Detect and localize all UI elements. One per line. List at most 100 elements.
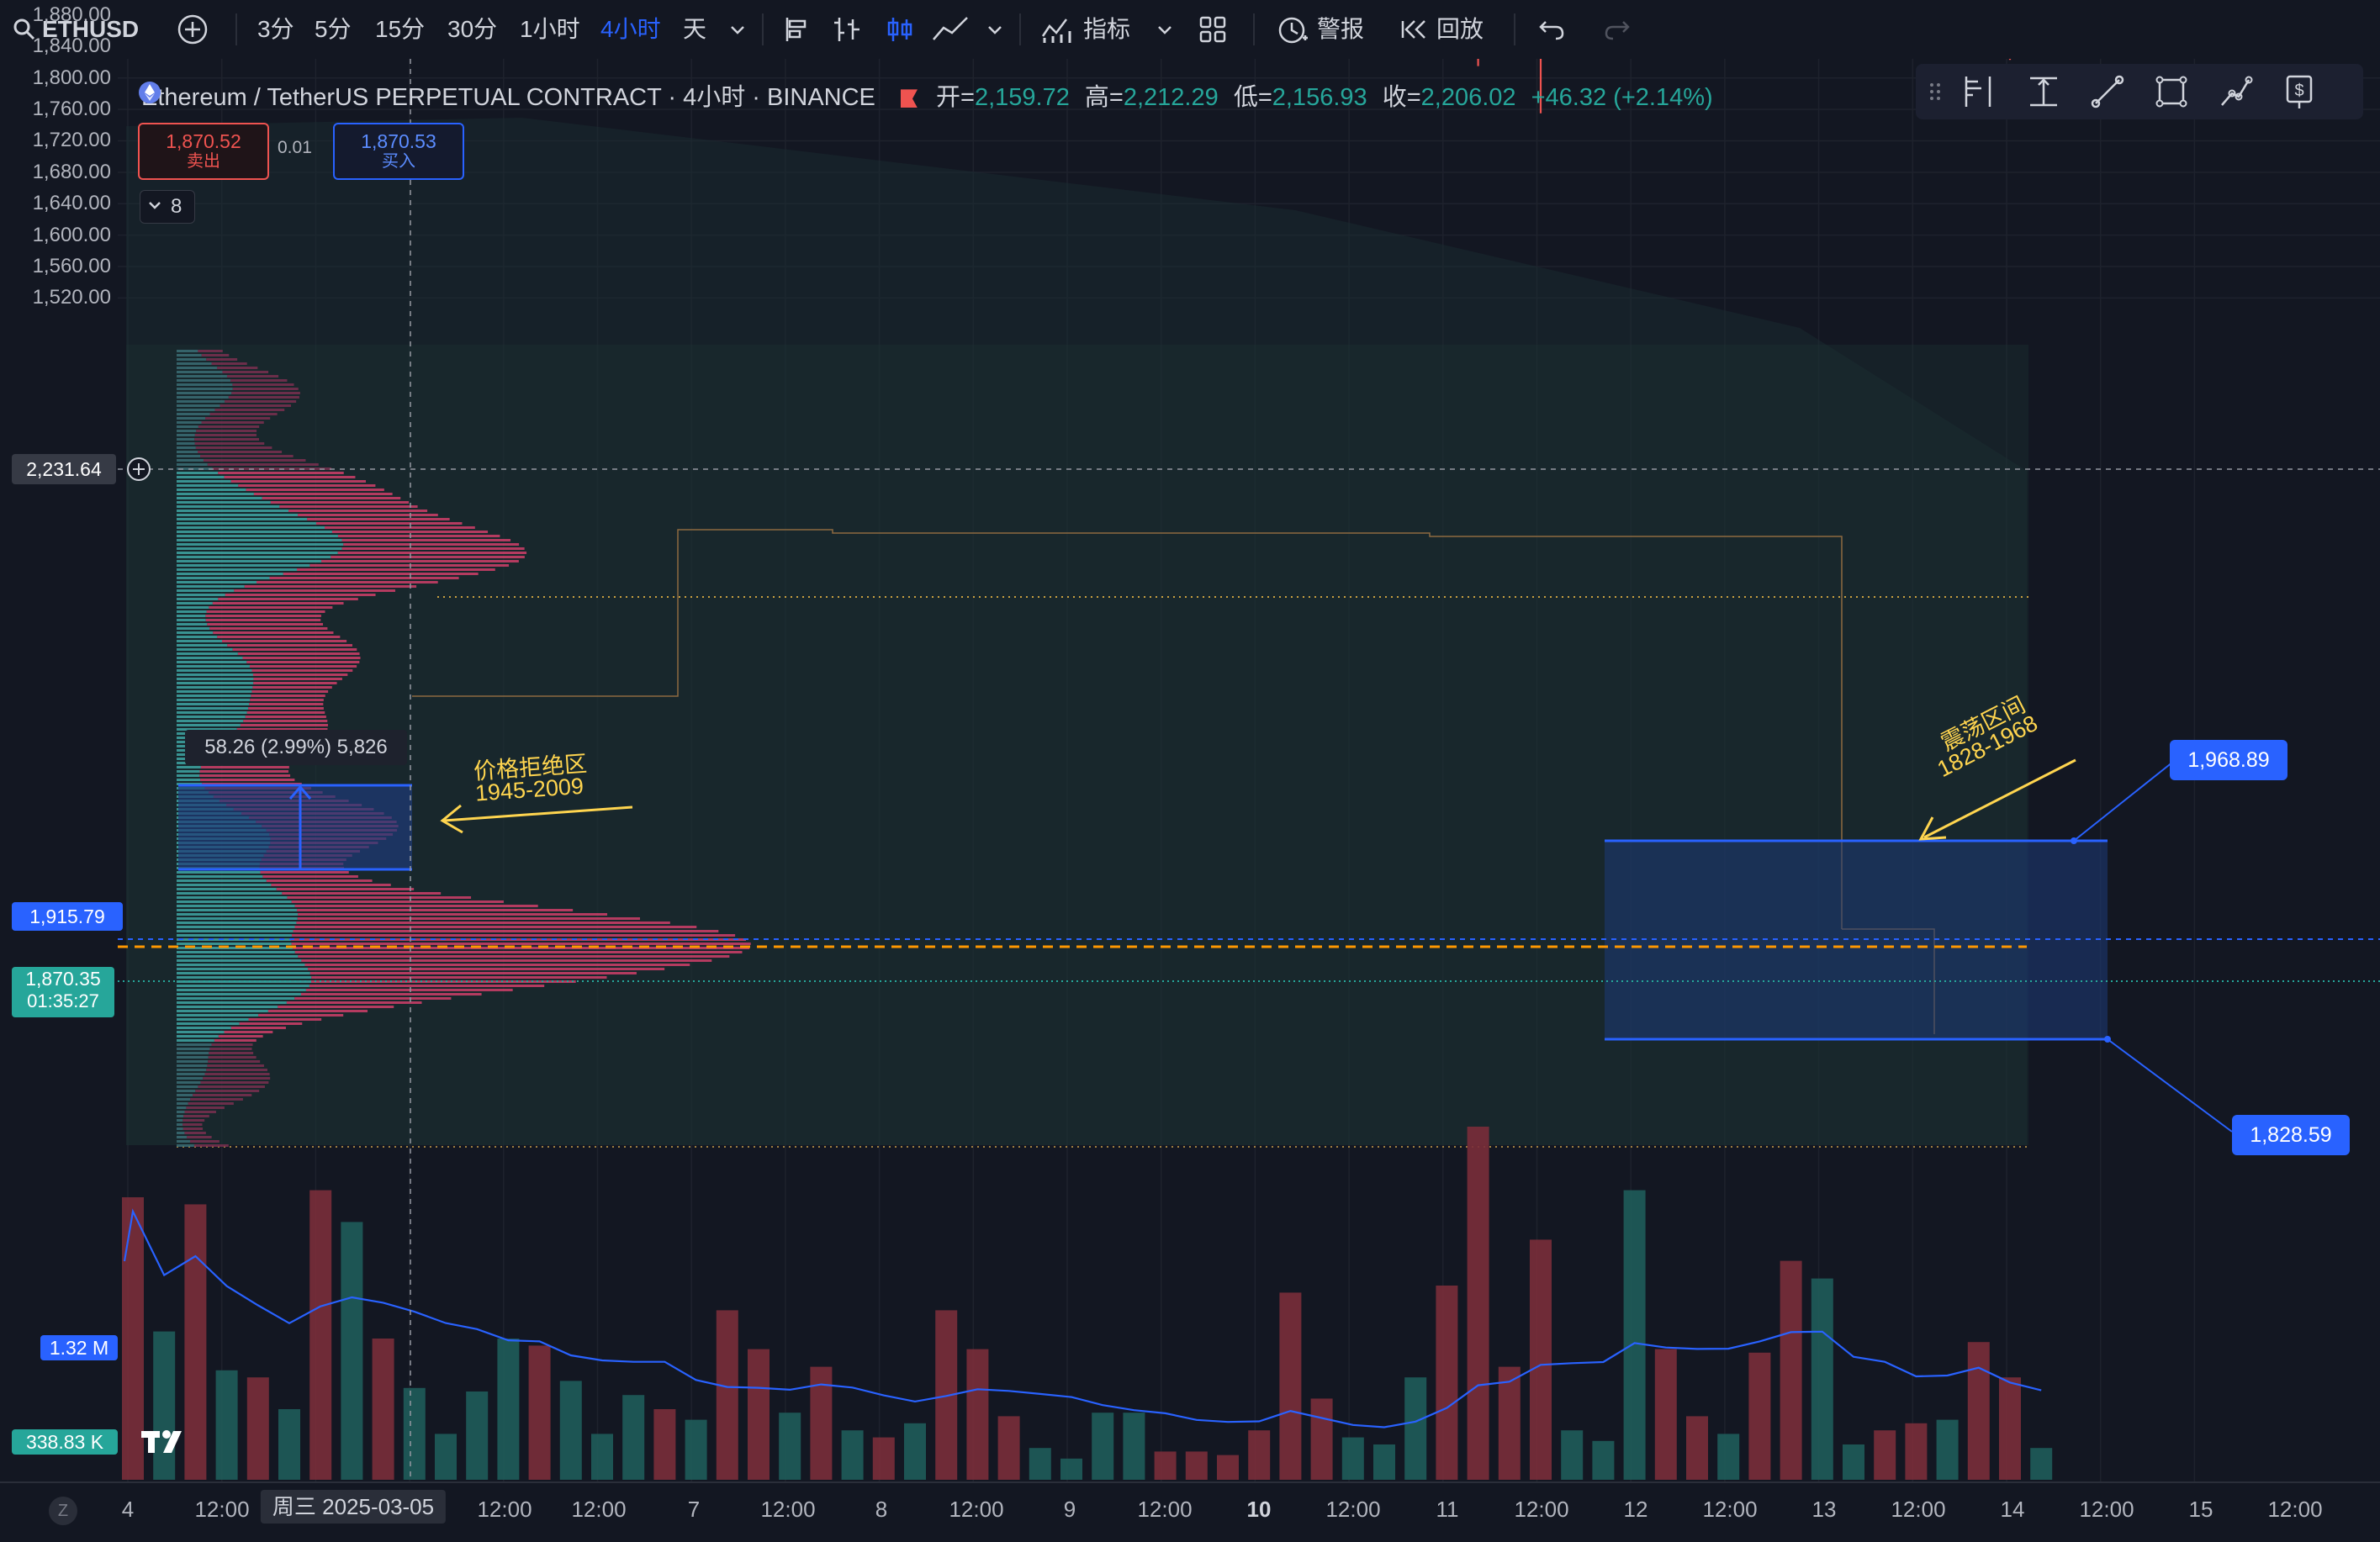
bar-style-button[interactable]: [782, 8, 812, 50]
profile-down-row: [246, 661, 360, 663]
alert-button[interactable]: 警报: [1275, 8, 1364, 50]
line-style-button[interactable]: [932, 8, 969, 50]
time-axis-label: 12:00: [1325, 1497, 1381, 1522]
collapse-indicators-button[interactable]: 8: [140, 190, 195, 224]
profile-up-row: [177, 446, 196, 449]
time-axis-label: 7: [687, 1497, 701, 1522]
profile-down-row: [226, 375, 279, 378]
fixed-range-volume-icon[interactable]: [1960, 71, 2000, 112]
price-axis-label: 1,560.00: [32, 254, 111, 277]
indicators-dropdown[interactable]: [1156, 8, 1174, 50]
profile-down-row: [205, 417, 271, 420]
alert-label: 警报: [1317, 16, 1365, 42]
profile-up-row: [177, 1073, 205, 1075]
interval-30m[interactable]: 30分: [447, 16, 498, 42]
chart-legend: Ethereum / TetherUS PERPETUAL CONTRACT ·…: [141, 77, 1713, 113]
undo-button[interactable]: [1537, 8, 1566, 50]
price-chart[interactable]: [0, 59, 2380, 1481]
range-low-label[interactable]: 1,828.59: [2232, 1115, 2350, 1155]
volume-moving-average: [123, 1208, 2042, 1428]
volume-bar: [1154, 1451, 1177, 1480]
layout-button[interactable]: [1198, 8, 1228, 50]
profile-up-row: [177, 959, 302, 962]
symbol-title[interactable]: Ethereum / TetherUS PERPETUAL CONTRACT ·…: [141, 84, 875, 111]
profile-up-row: [177, 1119, 183, 1122]
profile-down-row: [240, 724, 328, 726]
profile-down-row: [184, 1111, 216, 1113]
profile-up-row: [177, 875, 263, 878]
price-note-icon[interactable]: $: [2279, 71, 2319, 112]
profile-down-row: [199, 770, 288, 773]
profile-down-row: [262, 875, 358, 878]
profile-down-row: [209, 1052, 254, 1054]
flag-icon[interactable]: [900, 89, 918, 108]
rejection-zone-note[interactable]: 价格拒绝区 1945-2009: [473, 751, 589, 805]
profile-up-row: [177, 375, 227, 378]
profile-down-row: [297, 568, 495, 571]
interval-1d[interactable]: 天: [683, 16, 707, 42]
symbol-search[interactable]: ETHUSD: [12, 8, 139, 50]
volume-bar: [966, 1349, 989, 1480]
profile-down-row: [193, 1094, 252, 1096]
profile-down-row: [294, 997, 452, 1000]
path-tool-icon[interactable]: [2215, 71, 2256, 112]
sell-button[interactable]: 1,870.52 卖出: [138, 123, 269, 180]
profile-down-row: [222, 640, 347, 642]
profile-down-row: [189, 1140, 219, 1143]
profile-down-row: [195, 446, 272, 449]
low-value: 2,156.93: [1272, 84, 1367, 111]
profile-up-row: [177, 467, 213, 470]
trend-line-icon[interactable]: [2087, 71, 2128, 112]
profile-up-row: [177, 716, 246, 718]
buy-button[interactable]: 1,870.53 买入: [333, 123, 464, 180]
profile-down-row: [257, 581, 438, 584]
profile-up-row: [177, 543, 344, 546]
time-axis-label: 12:00: [194, 1497, 250, 1522]
price-range-icon[interactable]: [2023, 71, 2064, 112]
candle-style-button[interactable]: [885, 8, 915, 50]
profile-down-row: [278, 1006, 394, 1008]
profile-up-row: [177, 871, 261, 874]
profile-down-row: [187, 1136, 212, 1138]
add-alert-plus-icon[interactable]: [126, 457, 151, 482]
chart-type-dropdown[interactable]: [986, 8, 1004, 50]
range-high-label[interactable]: 1,968.89: [2170, 740, 2287, 780]
volume-bar: [997, 1416, 1020, 1480]
bars-chart-button[interactable]: [833, 8, 863, 50]
rejection-zone-measure[interactable]: [178, 784, 412, 871]
interval-5m[interactable]: 5分: [315, 16, 352, 42]
profile-up-row: [177, 589, 235, 592]
add-symbol-button[interactable]: [177, 8, 209, 50]
indicators-button[interactable]: 指标: [1041, 8, 1130, 50]
interval-3m[interactable]: 3分: [257, 16, 294, 42]
profile-down-row: [297, 917, 640, 920]
profile-down-row: [294, 926, 697, 928]
profile-down-row: [287, 896, 472, 899]
symbol-label: ETHUSD: [42, 16, 140, 42]
drag-handle-icon[interactable]: [1924, 71, 1946, 112]
redo-button[interactable]: [1603, 8, 1632, 50]
rectangle-icon[interactable]: [2151, 71, 2192, 112]
profile-down-row: [315, 522, 463, 525]
interval-dropdown[interactable]: [728, 8, 747, 50]
profile-down-row: [242, 657, 361, 659]
interval-1h[interactable]: 1小时: [520, 16, 580, 42]
profile-up-row: [177, 673, 253, 676]
profile-down-row: [211, 362, 247, 365]
profile-up-row: [177, 947, 294, 949]
time-axis[interactable]: Z 4 12:00 周三 2025-03-05 12:00 12:00 7 12:00 8 12…: [0, 1481, 2380, 1542]
profile-down-row: [293, 930, 719, 932]
zoom-reset-button[interactable]: Z: [49, 1497, 77, 1525]
profile-down-row: [269, 577, 459, 579]
crosshair-price-label: 2,231.64: [12, 454, 116, 484]
profile-up-row: [177, 1010, 268, 1012]
profile-up-row: [177, 665, 250, 668]
interval-4h[interactable]: 4小时: [600, 16, 661, 42]
profile-down-row: [296, 922, 670, 924]
replay-button[interactable]: 回放: [1399, 8, 1484, 50]
interval-15m[interactable]: 15分: [375, 16, 426, 42]
profile-up-row: [177, 703, 250, 705]
profile-up-row: [177, 1094, 193, 1096]
high-value: 2,212.29: [1123, 84, 1219, 111]
profile-up-row: [177, 556, 331, 558]
